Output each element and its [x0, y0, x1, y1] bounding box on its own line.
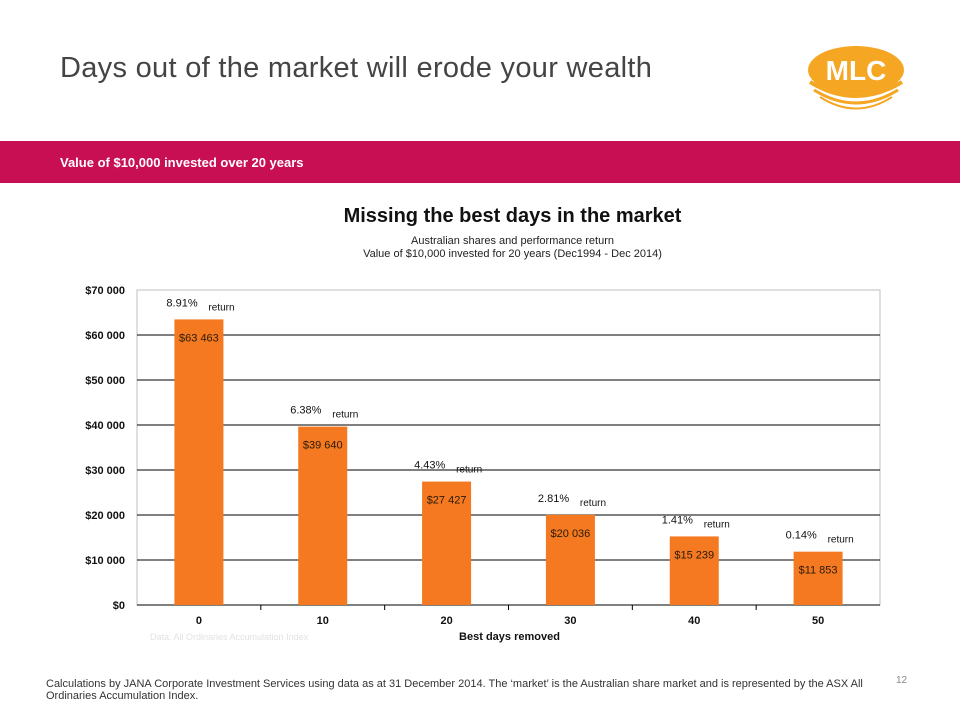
source-note: Data: All Ordinaries Accumulation Index: [150, 632, 309, 642]
x-tick-label: 40: [688, 615, 700, 627]
bar: [174, 319, 224, 605]
chart-title: Missing the best days in the market: [343, 205, 682, 227]
slide-title: Days out of the market will erode your w…: [60, 52, 653, 84]
bar-value-label: $15 239: [674, 549, 714, 561]
return-percent-label: 1.41%: [662, 514, 693, 526]
return-percent-label: 0.14%: [786, 530, 817, 542]
bar: [422, 481, 472, 605]
bar: [793, 551, 843, 605]
x-tick-label: 50: [812, 615, 824, 627]
banner-text: Value of $10,000 invested over 20 years: [60, 155, 304, 170]
return-word-label: return: [828, 535, 854, 546]
return-word-label: return: [332, 410, 358, 421]
bar: [669, 536, 719, 605]
return-word-label: return: [456, 465, 482, 476]
y-tick-label: $70 000: [85, 285, 125, 297]
bar: [298, 426, 348, 605]
bar-value-label: $39 640: [303, 440, 343, 452]
x-tick-label: 20: [440, 615, 452, 627]
y-tick-label: $20 000: [85, 510, 125, 522]
y-tick-label: $60 000: [85, 330, 125, 342]
bar-value-label: $11 853: [799, 565, 838, 577]
bar-value-label: $27 427: [427, 495, 467, 507]
bar-value-label: $63 463: [179, 332, 219, 344]
return-word-label: return: [208, 302, 234, 313]
x-tick-label: 0: [196, 615, 202, 627]
bar-value-label: $20 036: [551, 528, 591, 540]
return-percent-label: 2.81%: [538, 493, 569, 505]
return-percent-label: 8.91%: [166, 297, 197, 309]
y-tick-label: $30 000: [85, 465, 125, 477]
x-tick-label: 10: [317, 615, 329, 627]
y-tick-label: $50 000: [85, 375, 125, 387]
footnote: Calculations by JANA Corporate Investmen…: [46, 678, 863, 702]
mlc-logo: MLC: [800, 40, 912, 112]
y-tick-label: $40 000: [85, 420, 125, 432]
page-number: 12: [896, 675, 908, 686]
chart-subtitle-1: Australian shares and performance return: [411, 235, 614, 247]
plot-area: [136, 289, 881, 606]
return-percent-label: 6.38%: [290, 405, 321, 417]
x-tick-label: 30: [564, 615, 576, 627]
y-tick-label: $0: [113, 600, 125, 612]
x-axis-label: Best days removed: [459, 631, 560, 643]
return-word-label: return: [704, 519, 730, 530]
return-percent-label: 4.43%: [414, 460, 445, 472]
chart-subtitle-2: Value of $10,000 invested for 20 years (…: [363, 248, 662, 260]
logo-text: MLC: [826, 55, 887, 86]
section-banner: Value of $10,000 invested over 20 years: [0, 141, 960, 183]
y-tick-label: $10 000: [85, 555, 125, 567]
bar: [545, 514, 595, 605]
return-word-label: return: [580, 498, 606, 509]
